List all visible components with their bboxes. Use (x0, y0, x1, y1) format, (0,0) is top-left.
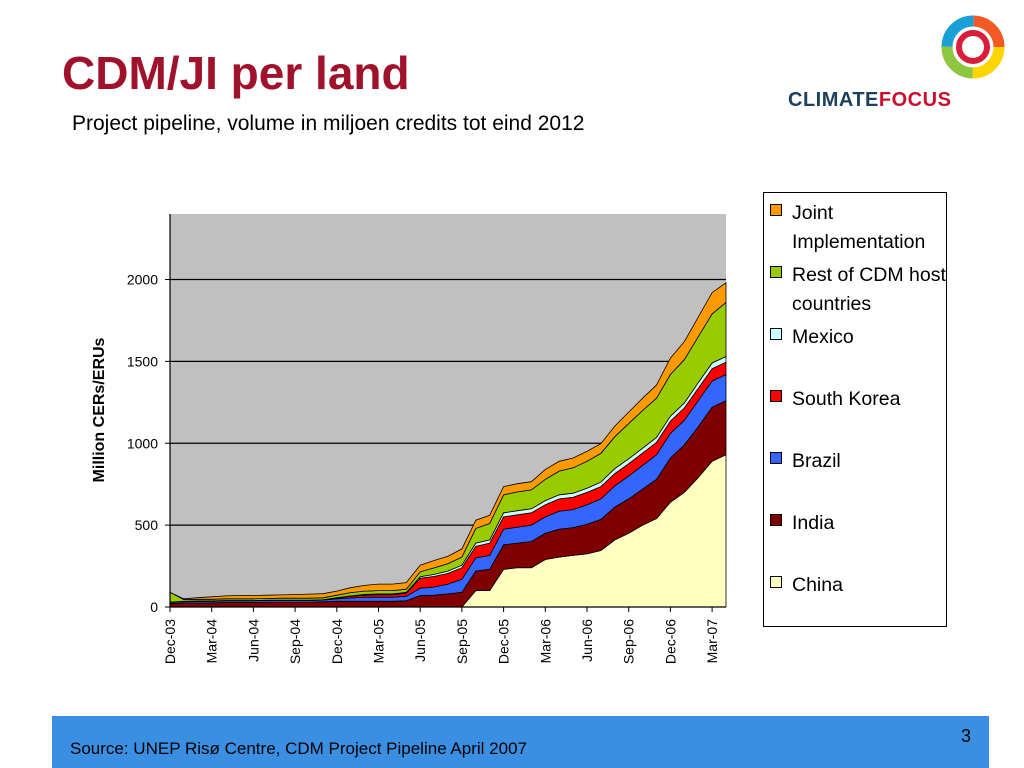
x-tick-label: Jun-04 (245, 619, 261, 662)
y-tick-label: 2000 (127, 272, 158, 288)
brand-part-climate: CLIMATE (788, 89, 879, 111)
y-tick-label: 0 (150, 599, 158, 615)
footer-bar: Source: UNEP Risø Centre, CDM Project Pi… (52, 716, 989, 768)
slide-title: CDM/JI per land (62, 47, 410, 99)
x-tick-label: Mar-07 (704, 619, 720, 664)
x-tick-label: Jun-05 (412, 619, 428, 662)
x-tick-label: Dec-06 (662, 619, 678, 664)
climatefocus-wordmark: CLIMATEFOCUS (788, 89, 951, 112)
legend-swatch (770, 328, 782, 340)
legend-label: China (792, 574, 843, 596)
legend-swatch (770, 390, 782, 402)
legend-swatch (770, 452, 782, 464)
legend-label: South Korea (792, 388, 901, 410)
x-tick-label: Dec-03 (162, 619, 178, 664)
y-tick-label: 500 (135, 517, 159, 533)
legend-label: Rest of CDM host countries (792, 264, 946, 315)
legend-label: Brazil (792, 450, 841, 472)
legend-swatch (770, 204, 782, 216)
x-tick-label: Jun-06 (579, 619, 595, 662)
x-tick-label: Mar-05 (371, 619, 387, 664)
y-tick-label: 1000 (127, 435, 158, 451)
x-tick-label: Mar-04 (204, 619, 220, 664)
chart-legend: Joint Implementation Rest of CDM host cou… (763, 192, 947, 627)
legend-label: India (792, 512, 835, 534)
slide-subtitle: Project pipeline, volume in miljoen cred… (72, 112, 585, 135)
legend-swatch (770, 576, 782, 588)
x-tick-label: Sep-06 (621, 619, 637, 664)
climatefocus-logo-icon (941, 15, 1005, 79)
stacked-area-chart: 0 500 1000 1500 2000 Dec-03 Mar-04 Jun-04 Sep-04… (91, 214, 727, 664)
page-number: 3 (960, 726, 971, 746)
legend-label: Joint Implementation (792, 202, 926, 253)
legend-swatch (770, 514, 782, 526)
x-tick-label: Mar-06 (537, 619, 553, 664)
y-tick-label: 1500 (127, 353, 158, 369)
x-tick-label: Dec-05 (496, 619, 512, 664)
x-tick-label: Dec-04 (329, 619, 345, 664)
legend-swatch (770, 266, 782, 278)
x-tick-label: Sep-05 (454, 619, 470, 664)
area-series-joint-implementation (169, 282, 727, 601)
x-tick-label: Sep-04 (287, 619, 303, 664)
y-axis-label: Million CERs/ERUs (91, 337, 108, 482)
legend-label: Mexico (792, 326, 854, 348)
brand-part-focus: FOCUS (878, 89, 952, 111)
source-note: Source: UNEP Risø Centre, CDM Project Pi… (70, 739, 527, 758)
